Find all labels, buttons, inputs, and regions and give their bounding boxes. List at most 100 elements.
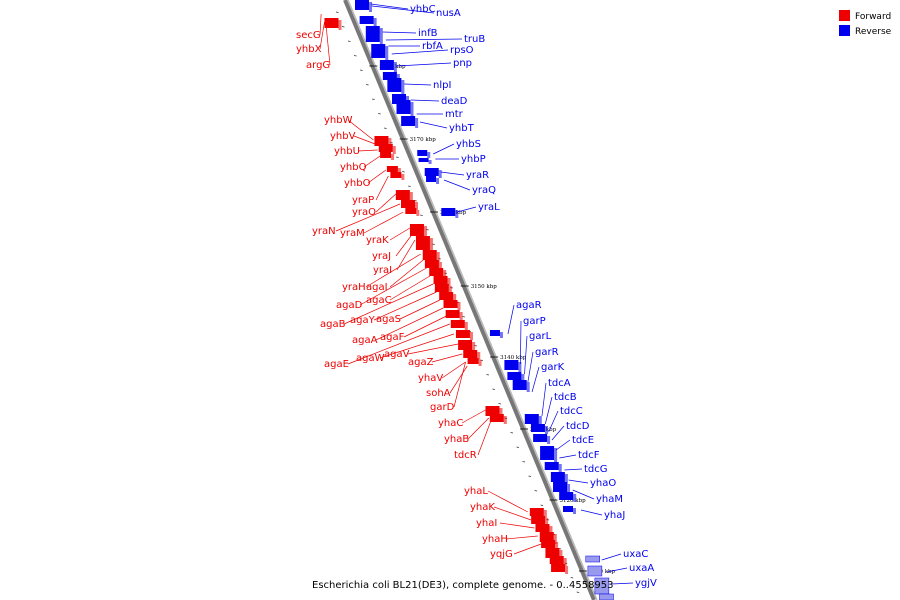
gene-feature-shade [543, 510, 547, 518]
gene-feature [458, 340, 473, 350]
gene-leader [531, 366, 540, 393]
gene-leader [606, 567, 628, 573]
gene-label-yraP: yraP [352, 195, 374, 206]
gene-leader [580, 509, 603, 516]
gene-leader [520, 320, 522, 365]
gene-leader [325, 25, 331, 66]
gene-feature-shade [553, 534, 557, 544]
gene-feature-shade [563, 558, 567, 566]
position-dash [420, 214, 423, 216]
gene-leader [373, 291, 437, 321]
gene-feature [386, 166, 398, 172]
gene-label-deaD: deaD [441, 96, 468, 107]
gene-label-yraO: yraO [352, 207, 376, 218]
gene-feature [387, 78, 402, 92]
gene-feature-shade [416, 210, 420, 216]
gene-label-argG: argG [306, 60, 330, 71]
gene-label-yhaI: yhaI [476, 518, 497, 529]
position-dash [353, 55, 357, 57]
gene-feature-shade [559, 550, 563, 560]
gene-feature-shade [518, 362, 522, 372]
gene-label-yraJ: yraJ [372, 251, 391, 262]
gene-feature-shade [438, 170, 442, 178]
gene-feature-shade [401, 174, 405, 180]
gene-leader [541, 382, 547, 417]
feature-layer [324, 0, 614, 600]
gene-leader [433, 143, 455, 155]
gene-leader [440, 171, 465, 176]
gene-leader [395, 233, 413, 257]
tick-label: 3150 kbp [471, 284, 498, 290]
gene-leader [335, 203, 401, 232]
gene-label-agaV: agaV [384, 349, 410, 360]
gene-label-garL: garL [529, 331, 552, 342]
gene-label-yhbC: yhbC [410, 4, 436, 15]
gene-feature [401, 116, 416, 126]
gene-label-tdcF: tdcF [578, 450, 600, 461]
gene-leader [487, 490, 528, 513]
gene-label-garK: garK [541, 362, 565, 373]
gene-feature [429, 268, 444, 276]
position-dash [498, 403, 502, 405]
gene-leader [353, 135, 376, 145]
legend-reverse-swatch [839, 25, 850, 36]
gene-label-uxaC: uxaC [623, 549, 648, 560]
gene-leader [467, 417, 490, 440]
gene-leader [404, 83, 432, 86]
gene-feature-shade [338, 20, 342, 30]
gene-feature [401, 200, 415, 208]
gene-label-agaD: agaD [336, 300, 363, 311]
gene-feature-shade [369, 2, 372, 12]
gene-leader [419, 121, 448, 129]
gene-leader [319, 21, 325, 50]
position-dash [516, 446, 520, 448]
gene-feature-shade [478, 360, 482, 366]
gene-leader [359, 267, 427, 306]
gene-leader [548, 410, 559, 433]
gene-feature [530, 424, 545, 432]
gene-label-agaW: agaW [356, 353, 385, 364]
gene-label-tdcR: tdcR [454, 450, 477, 461]
position-dash [341, 26, 345, 28]
gene-label-yqjG: yqjG [490, 549, 513, 560]
gene-leader [371, 5, 435, 14]
gene-label-mtr: mtr [445, 109, 464, 120]
gene-feature-shade [549, 526, 553, 534]
gene-feature-shade [373, 18, 377, 26]
gene-label-rbfA: rbfA [422, 41, 443, 52]
gene-leader [544, 396, 553, 425]
gene-feature [374, 136, 389, 146]
gene-label-yhbV: yhbV [330, 131, 356, 142]
gene-label-garP: garP [523, 316, 546, 327]
gene-label-yhaV: yhaV [418, 373, 443, 384]
gene-label-infB: infB [418, 28, 438, 39]
gene-feature [426, 176, 437, 182]
gene-label-nlpI: nlpI [433, 80, 451, 91]
position-dash [402, 171, 405, 173]
gene-feature [434, 284, 449, 292]
position-dash [372, 98, 375, 100]
gene-feature-shade [436, 252, 440, 262]
gene-leader [375, 307, 444, 341]
position-dash [365, 84, 369, 86]
gene-feature-shade [438, 262, 442, 270]
gene-feature-shade [429, 238, 433, 252]
gene-feature-shade [388, 138, 392, 148]
gene-feature [512, 380, 527, 390]
gene-label-agaS: agaS [376, 314, 401, 325]
gene-feature-shade [428, 160, 432, 164]
position-dash [492, 388, 496, 390]
gene-feature-shade [393, 62, 397, 72]
position-dash [462, 316, 465, 318]
gene-leader [347, 119, 374, 141]
gene-label-rpsO: rpsO [450, 45, 474, 56]
gene-label-tdcG: tdcG [584, 464, 608, 475]
gene-label-tdcA: tdcA [548, 378, 571, 389]
gene-label-agaI: agaI [366, 282, 388, 293]
gene-feature-shade [385, 46, 389, 60]
gene-label-tdcC: tdcC [560, 406, 583, 417]
gene-feature [544, 462, 559, 470]
gene-label-agaE: agaE [324, 359, 349, 370]
